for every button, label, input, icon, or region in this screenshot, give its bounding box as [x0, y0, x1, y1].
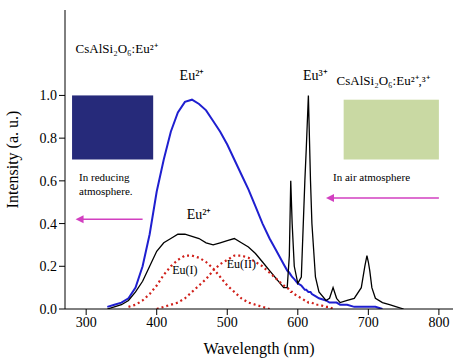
svg-text:Wavelength (nm): Wavelength (nm): [203, 340, 314, 358]
svg-text:Eu³⁺: Eu³⁺: [303, 68, 328, 83]
svg-text:500: 500: [217, 315, 238, 330]
svg-text:Eu(I): Eu(I): [172, 263, 197, 277]
svg-text:Eu²⁺: Eu²⁺: [187, 207, 212, 222]
svg-text:0.0: 0.0: [40, 302, 58, 317]
svg-text:600: 600: [287, 315, 308, 330]
svg-text:CsAlSi₂O₆:Eu²⁺: CsAlSi₂O₆:Eu²⁺: [76, 41, 158, 56]
svg-text:In air atmosphere: In air atmosphere: [333, 171, 410, 183]
svg-text:CsAlSi₂O₆:Eu²⁺,³⁺: CsAlSi₂O₆:Eu²⁺,³⁺: [337, 73, 430, 88]
svg-text:700: 700: [358, 315, 379, 330]
svg-text:0.2: 0.2: [40, 259, 58, 274]
svg-text:Eu²⁺: Eu²⁺: [180, 68, 205, 83]
svg-text:0.4: 0.4: [40, 217, 58, 232]
svg-text:0.8: 0.8: [40, 131, 58, 146]
svg-text:300: 300: [76, 315, 97, 330]
svg-text:0.6: 0.6: [40, 174, 58, 189]
svg-text:Intensity (a. u.): Intensity (a. u.): [4, 111, 22, 209]
svg-text:800: 800: [428, 315, 449, 330]
svg-text:Eu(II): Eu(II): [227, 257, 256, 271]
svg-text:1.0: 1.0: [40, 88, 58, 103]
svg-text:400: 400: [146, 315, 167, 330]
svg-text:In reducingatmosphere.: In reducingatmosphere.: [79, 171, 133, 197]
